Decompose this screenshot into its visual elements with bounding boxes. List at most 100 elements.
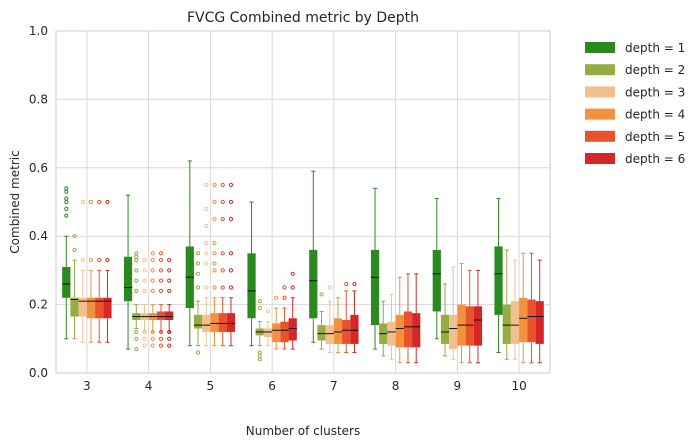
outlier-point <box>220 217 225 222</box>
outlier-point <box>212 251 217 256</box>
box-iqr <box>494 246 503 315</box>
outlier-point <box>97 199 102 205</box>
outlier-point <box>167 329 172 335</box>
series-group <box>86 182 528 364</box>
outlier-point <box>158 278 164 283</box>
outlier-point <box>204 285 209 290</box>
series-group <box>70 234 511 362</box>
outlier-point <box>257 305 262 311</box>
outlier-point <box>142 336 147 341</box>
outlier-point <box>204 251 209 256</box>
outlier-point <box>167 336 172 341</box>
y-tick-label: 1.0 <box>29 24 48 38</box>
outlier-point <box>158 343 164 348</box>
x-tick-label: 3 <box>83 379 91 393</box>
box-iqr <box>95 297 104 319</box>
legend-swatch <box>585 153 615 164</box>
outlier-point <box>167 278 172 283</box>
outlier-point <box>204 261 209 266</box>
box-iqr <box>432 249 441 312</box>
outlier-point <box>257 353 262 358</box>
outlier-point <box>257 299 262 304</box>
box-iqr <box>86 297 96 319</box>
box-iqr <box>103 297 112 319</box>
legend-label: depth = 6 <box>625 152 685 166</box>
outlier-point <box>64 199 69 205</box>
outlier-point <box>150 343 155 348</box>
y-tick-label: 0.4 <box>29 229 48 243</box>
box-iqr <box>309 249 318 319</box>
outlier-point <box>72 234 77 239</box>
box-iqr <box>403 311 413 348</box>
box-iqr <box>527 299 536 343</box>
outlier-point <box>195 350 201 355</box>
outlier-point <box>327 285 332 290</box>
x-tick-label: 6 <box>268 379 276 393</box>
outlier-point <box>290 271 295 276</box>
outlier-point <box>212 199 217 205</box>
outlier-point <box>80 199 85 205</box>
box-iqr <box>218 313 227 332</box>
outlier-point <box>228 199 234 205</box>
y-tick-label: 0.2 <box>29 298 48 312</box>
outlier-point <box>158 288 164 294</box>
x-axis-label: Number of clusters <box>246 424 360 438</box>
y-tick-label: 0.6 <box>29 161 48 175</box>
box-iqr <box>325 325 334 344</box>
outlier-point <box>220 199 225 205</box>
outlier-point <box>344 281 349 287</box>
outlier-point <box>88 258 94 263</box>
series-group <box>62 160 503 353</box>
outlier-point <box>204 240 209 246</box>
outlier-point <box>142 343 147 348</box>
y-tick-label: 0.8 <box>29 92 48 106</box>
x-tick-label: 5 <box>207 379 215 393</box>
outlier-point <box>228 268 234 273</box>
outlier-point <box>134 329 139 335</box>
outlier-point <box>228 285 234 290</box>
outlier-point <box>290 285 295 290</box>
outlier-point <box>212 285 217 290</box>
box-iqr <box>473 306 483 346</box>
outlier-point <box>64 213 69 218</box>
outlier-point <box>150 251 155 256</box>
outlier-point <box>319 292 324 297</box>
box-iqr <box>333 318 343 344</box>
box-iqr <box>202 314 211 332</box>
outlier-point <box>204 182 209 187</box>
outlier-point <box>228 217 234 222</box>
box-iqr <box>62 266 71 298</box>
outlier-point <box>142 288 147 294</box>
box-iqr <box>519 297 528 343</box>
legend-label: depth = 5 <box>625 130 685 144</box>
x-tick-label: 4 <box>145 379 153 393</box>
outlier-point <box>195 251 201 256</box>
legend-swatch <box>585 130 615 142</box>
outlier-point <box>64 206 69 211</box>
outlier-point <box>167 288 172 294</box>
outlier-point <box>257 357 262 362</box>
outlier-point <box>80 258 85 263</box>
outlier-point <box>142 278 147 283</box>
outlier-point <box>134 268 139 273</box>
outlier-point <box>88 199 94 205</box>
outlier-point <box>150 258 155 263</box>
box-iqr <box>247 253 256 319</box>
box-iqr <box>193 314 203 329</box>
box-iqr <box>272 323 281 343</box>
legend-swatch <box>585 64 615 76</box>
legend: depth = 1 depth = 2 depth = 3 depth = 4 dept… <box>585 41 685 166</box>
outlier-point <box>150 288 155 294</box>
outlier-point <box>150 329 155 335</box>
box-iqr <box>210 313 219 332</box>
legend-swatch <box>585 86 615 98</box>
box-iqr <box>165 311 174 320</box>
x-tick-label: 7 <box>330 379 338 393</box>
outlier-point <box>212 217 217 222</box>
outlier-point <box>64 189 69 194</box>
chart-title: FVCG Combined metric by Depth <box>187 10 419 26</box>
outlier-point <box>212 261 217 266</box>
box-iqr <box>387 321 396 346</box>
outlier-point <box>220 182 225 187</box>
outlier-point <box>212 240 217 246</box>
